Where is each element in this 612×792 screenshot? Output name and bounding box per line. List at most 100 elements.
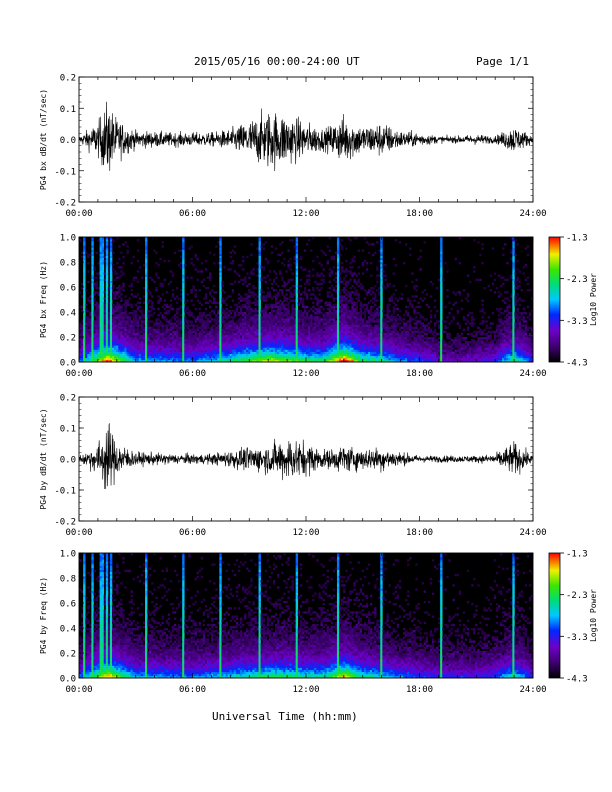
spectrogram-cell — [128, 351, 131, 354]
spectrogram-cell — [326, 324, 329, 327]
spectrogram-cell — [163, 349, 166, 352]
spectrogram-cell — [163, 324, 166, 327]
spectrogram-cell — [345, 316, 348, 319]
spectrogram-cell — [79, 343, 82, 346]
spectrogram-cell — [151, 303, 154, 307]
spectrogram-cell — [380, 332, 383, 336]
spectrogram-cell — [136, 239, 140, 242]
spectrogram-cell — [345, 284, 348, 288]
spectrogram-cell — [178, 347, 181, 350]
spectrogram-cell — [107, 316, 111, 319]
spectrogram-cell — [248, 339, 251, 342]
spectrogram-cell — [223, 357, 226, 361]
spectrogram-cell — [229, 295, 233, 298]
spectrogram-cell — [107, 314, 111, 317]
spectrogram-cell — [237, 353, 241, 357]
spectrogram-cell — [132, 276, 136, 279]
spectrogram-cell — [353, 280, 356, 284]
spectrogram-cell — [361, 305, 365, 309]
spectrogram-cell — [223, 351, 226, 354]
spectrogram-cell — [345, 280, 348, 284]
spectrogram-cell — [299, 320, 303, 323]
spectrogram-cell — [149, 299, 152, 302]
spectrogram-cell — [301, 299, 305, 302]
spectrogram-cell — [258, 314, 261, 317]
spectrogram-cell — [275, 339, 278, 342]
spectrogram-cell — [180, 337, 183, 340]
spectrogram-cell — [297, 347, 301, 350]
spectrogram-cell — [155, 272, 158, 275]
spectrogram-cell — [120, 324, 123, 327]
spectrogram-cell — [270, 351, 274, 354]
spectrogram-cell — [359, 351, 363, 354]
spectrogram-cell — [93, 293, 96, 296]
spectrogram-cell — [138, 297, 142, 300]
spectrogram-cell — [336, 249, 340, 252]
spectrogram-cell — [328, 330, 332, 334]
spectrogram-cell — [169, 341, 173, 344]
spectrogram-cell — [155, 353, 158, 357]
spectrogram-cell — [155, 322, 158, 325]
spectrogram-cell — [345, 314, 348, 317]
spectrogram-cell — [279, 343, 282, 346]
spectrogram-cell — [87, 355, 90, 359]
spectrogram-cell — [314, 297, 317, 300]
spectrogram-cell — [361, 332, 365, 336]
spectrogram-cell — [157, 347, 160, 350]
spectrogram-cell — [339, 309, 342, 313]
spectrogram-cell — [223, 337, 226, 340]
spectrogram-cell — [312, 334, 315, 338]
spectrogram-cell — [134, 337, 138, 340]
spectrogram-cell — [374, 343, 377, 346]
spectrogram-cell — [283, 282, 286, 286]
spectrogram-cell — [114, 322, 117, 325]
spectrogram-cell — [175, 320, 179, 323]
spectrogram-cell — [151, 301, 154, 304]
spectrogram-cell — [101, 255, 105, 259]
spectrogram-cell — [235, 351, 239, 354]
spectrogram-cell — [336, 347, 340, 350]
spectrogram-cell — [120, 349, 123, 352]
spectrogram-cell — [128, 312, 131, 315]
spectrogram-cell — [242, 359, 245, 363]
spectrogram-cell — [81, 255, 84, 259]
spectrogram-cell — [345, 326, 348, 329]
spectrogram-cell — [262, 353, 266, 357]
spectrogram-cell — [235, 305, 239, 309]
spectrogram-cell — [99, 305, 102, 309]
spectrogram-cell — [178, 349, 181, 352]
spectrogram-cell — [221, 301, 224, 304]
spectrogram-cell — [258, 303, 261, 307]
spectrogram-cell — [351, 307, 354, 311]
spectrogram-cell — [105, 264, 109, 267]
spectrogram-cell — [180, 341, 183, 344]
spectrogram-cell — [103, 328, 107, 332]
y-tick-label: 0.2 — [60, 74, 76, 84]
spectrogram-cell — [268, 303, 272, 307]
spectrogram-cell — [223, 312, 226, 315]
spectrogram-cell — [155, 345, 158, 348]
spectrogram-cell — [217, 330, 220, 334]
spectrogram-cell — [149, 291, 152, 294]
spectrogram-cell — [252, 330, 255, 334]
spectrogram-cell — [353, 237, 356, 240]
spectrogram-cell — [192, 339, 195, 342]
spectrogram-cell — [312, 322, 315, 325]
spectrogram-cell — [101, 245, 105, 248]
spectrogram-cell — [258, 291, 261, 294]
spectrogram-cell — [363, 303, 367, 307]
spectrogram-cell — [89, 351, 92, 354]
spectrogram-cell — [361, 249, 365, 252]
spectrogram-cell — [190, 337, 193, 340]
spectrogram-cell — [83, 301, 86, 304]
spectrogram-cell — [219, 272, 222, 275]
spectrogram-cell — [281, 337, 284, 340]
spectrogram-cell — [136, 347, 140, 350]
spectrogram-cell — [233, 359, 237, 363]
spectrogram-cell — [206, 347, 210, 350]
spectrogram-cell — [264, 295, 268, 298]
spectrogram-cell — [256, 341, 259, 344]
spectrogram-cell — [89, 320, 92, 323]
spectrogram-cell — [291, 307, 294, 311]
spectrogram-cell — [283, 324, 286, 327]
